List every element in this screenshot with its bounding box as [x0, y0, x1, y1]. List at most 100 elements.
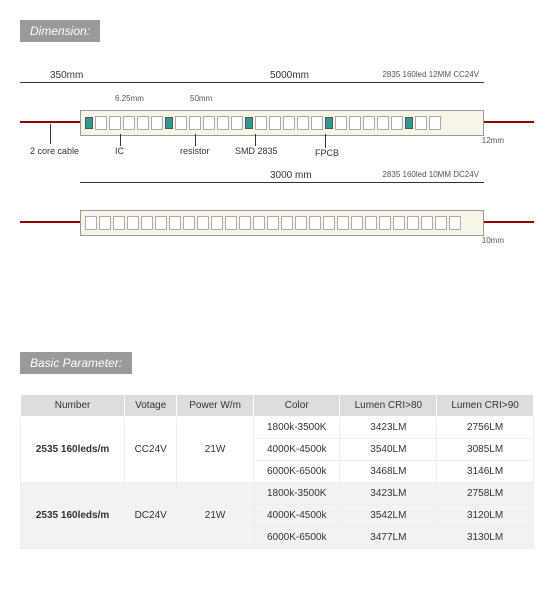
cell-lumen90: 2758LM — [437, 483, 534, 505]
spec-label: 2835 160led 10MM DC24V — [382, 170, 479, 179]
width-label: 10mm — [482, 236, 504, 245]
table-row: 2535 160leds/mDC24V21W1800k-3500K3423LM2… — [21, 483, 534, 505]
ic-chip-icon — [325, 117, 333, 129]
cell-number: 2535 160leds/m — [21, 483, 125, 549]
led-chip-icon — [283, 116, 295, 130]
annot-line — [50, 124, 51, 144]
led-chip-icon — [323, 216, 335, 230]
cut-large: 50mm — [190, 94, 212, 103]
cell-lumen80: 3540LM — [340, 439, 437, 461]
param-header: Basic Parameter: — [20, 352, 132, 374]
cell-color: 1800k-3500K — [253, 483, 340, 505]
led-chip-icon — [429, 116, 441, 130]
led-chip-icon — [123, 116, 135, 130]
cable-left — [20, 221, 80, 223]
cable-right — [484, 221, 534, 223]
led-chip-icon — [217, 116, 229, 130]
led-chip-icon — [203, 116, 215, 130]
led-chip-icon — [377, 116, 389, 130]
ic-chip-icon — [245, 117, 253, 129]
strip-body — [80, 110, 484, 136]
led-chip-icon — [297, 116, 309, 130]
annot-line — [120, 134, 121, 146]
led-chip-icon — [99, 216, 111, 230]
cell-number: 2535 160leds/m — [21, 417, 125, 483]
col-lumen90: Lumen CRI>90 — [437, 395, 534, 417]
cell-lumen80: 3542LM — [340, 505, 437, 527]
led-chip-icon — [309, 216, 321, 230]
col-power: Power W/m — [177, 395, 254, 417]
cell-color: 4000K-4500k — [253, 439, 340, 461]
cell-lumen80: 3423LM — [340, 417, 437, 439]
led-chip-icon — [365, 216, 377, 230]
led-chip-icon — [211, 216, 223, 230]
cell-lumen90: 3130LM — [437, 527, 534, 549]
led-chip-icon — [197, 216, 209, 230]
led-chip-icon — [421, 216, 433, 230]
cell-voltage: CC24V — [125, 417, 177, 483]
annot-fpcb: FPCB — [315, 148, 339, 158]
led-chip-icon — [151, 116, 163, 130]
cell-power: 21W — [177, 483, 254, 549]
ic-chip-icon — [405, 117, 413, 129]
cable-right — [484, 121, 534, 123]
cell-lumen80: 3423LM — [340, 483, 437, 505]
led-chip-icon — [113, 216, 125, 230]
width-label: 12mm — [482, 136, 504, 145]
col-voltage: Votage — [125, 395, 177, 417]
col-lumen80: Lumen CRI>80 — [340, 395, 437, 417]
lead-length: 350mm — [50, 70, 83, 81]
led-chip-icon — [169, 216, 181, 230]
led-chip-icon — [267, 216, 279, 230]
annot-line — [255, 134, 256, 146]
total-length: 5000mm — [270, 70, 309, 81]
led-chip-icon — [435, 216, 447, 230]
led-chip-icon — [189, 116, 201, 130]
led-chip-icon — [351, 216, 363, 230]
col-number: Number — [21, 395, 125, 417]
annot-cable: 2 core cable — [30, 146, 79, 156]
strip-diagram-2: 3000 mm 2835 160led 10MM DC24V — [20, 192, 534, 252]
led-chip-icon — [109, 116, 121, 130]
cell-lumen80: 3468LM — [340, 461, 437, 483]
strip-diagram-1: 350mm 5000mm 2835 160led 12MM CC24V 6.25… — [20, 92, 534, 152]
led-chip-icon — [95, 116, 107, 130]
ic-chip-icon — [85, 117, 93, 129]
led-chip-icon — [379, 216, 391, 230]
cell-color: 6000K-6500k — [253, 527, 340, 549]
cell-lumen90: 2756LM — [437, 417, 534, 439]
cell-lumen90: 3085LM — [437, 439, 534, 461]
led-chip-icon — [281, 216, 293, 230]
cable-left — [20, 121, 80, 123]
led-chip-icon — [137, 116, 149, 130]
led-chip-icon — [363, 116, 375, 130]
param-table: Number Votage Power W/m Color Lumen CRI>… — [20, 394, 534, 549]
led-chip-icon — [141, 216, 153, 230]
led-chip-icon — [255, 116, 267, 130]
annot-ic: IC — [115, 146, 124, 156]
total-length: 3000 mm — [270, 170, 312, 181]
led-chip-icon — [311, 116, 323, 130]
dim-line — [20, 82, 80, 83]
annot-line — [195, 134, 196, 146]
cell-color: 6000K-6500k — [253, 461, 340, 483]
led-chip-icon — [127, 216, 139, 230]
led-chip-icon — [295, 216, 307, 230]
cell-lumen80: 3477LM — [340, 527, 437, 549]
annot-smd: SMD 2835 — [235, 146, 278, 156]
cell-color: 1800k-3500K — [253, 417, 340, 439]
cell-power: 21W — [177, 417, 254, 483]
led-chip-icon — [349, 116, 361, 130]
cell-voltage: DC24V — [125, 483, 177, 549]
dim-line — [80, 82, 484, 83]
col-color: Color — [253, 395, 340, 417]
ic-chip-icon — [165, 117, 173, 129]
led-chip-icon — [449, 216, 461, 230]
diagram-area: 350mm 5000mm 2835 160led 12MM CC24V 6.25… — [20, 92, 534, 252]
led-chip-icon — [269, 116, 281, 130]
led-chip-icon — [391, 116, 403, 130]
led-chip-icon — [175, 116, 187, 130]
led-chip-icon — [85, 216, 97, 230]
cell-color: 4000K-4500k — [253, 505, 340, 527]
led-chip-icon — [225, 216, 237, 230]
